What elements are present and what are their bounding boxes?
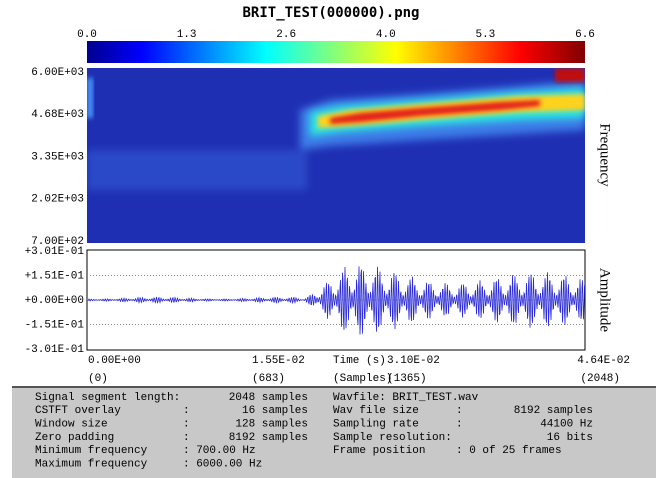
y-tick-label: 2.02E+03 bbox=[31, 194, 84, 206]
x-axis-label: Time (s) bbox=[333, 355, 386, 367]
y-tick-label: -3.01E-01 bbox=[25, 344, 85, 356]
y-tick-label: -1.51E-01 bbox=[25, 319, 85, 331]
info-label: Minimum frequency bbox=[35, 445, 148, 457]
x-tick-label: (2048) bbox=[580, 373, 620, 385]
spectrogram bbox=[87, 68, 585, 243]
colorbar bbox=[87, 41, 585, 63]
info-label: CSTFT overlay bbox=[35, 405, 121, 417]
info-value: : 700.00 Hz bbox=[183, 445, 256, 457]
x-tick-label: (1365) bbox=[387, 373, 427, 385]
y-tick-label: +1.51E-01 bbox=[25, 270, 85, 282]
info-value: 128 samples bbox=[235, 419, 308, 431]
x-tick-label: 4.64E-02 bbox=[577, 355, 630, 367]
info-label: Maximum frequency bbox=[35, 458, 148, 470]
info-separator: : bbox=[183, 419, 190, 431]
info-value: : 0 of 25 frames bbox=[456, 445, 562, 457]
waveform-trace bbox=[87, 266, 585, 335]
colorbar-tick-label: 0.0 bbox=[77, 29, 97, 41]
y-axis-label: Amplitude bbox=[597, 268, 613, 333]
y-tick-label: +3.01E-01 bbox=[25, 246, 85, 258]
x-tick-label: (683) bbox=[252, 373, 285, 385]
info-separator: : bbox=[456, 419, 463, 431]
info-value: 44100 Hz bbox=[540, 419, 593, 431]
colorbar-tick-label: 6.6 bbox=[575, 29, 595, 41]
info-label: Wav file size bbox=[333, 405, 419, 417]
x-axis-label: (Samples) bbox=[333, 373, 392, 385]
info-value: 8192 samples bbox=[229, 432, 308, 444]
y-tick-label: 3.35E+03 bbox=[31, 151, 84, 163]
info-label: Signal segment length: bbox=[35, 392, 180, 404]
info-value: : 6000.00 Hz bbox=[183, 458, 262, 470]
title: BRIT_TEST(000000).png bbox=[242, 5, 419, 21]
x-tick-label: 1.55E-02 bbox=[252, 355, 305, 367]
x-tick-label: 0.00E+00 bbox=[88, 355, 141, 367]
info-value: 16 samples bbox=[242, 405, 308, 417]
info-label: Window size bbox=[35, 419, 108, 431]
info-label: Sample resolution: bbox=[333, 432, 452, 444]
info-separator: : bbox=[183, 432, 190, 444]
info-value: 8192 samples bbox=[514, 405, 593, 417]
info-separator: : bbox=[183, 405, 190, 417]
info-value: 2048 samples bbox=[229, 392, 308, 404]
info-panel bbox=[12, 387, 656, 478]
colorbar-tick-label: 5.3 bbox=[475, 29, 495, 41]
info-separator: : bbox=[456, 405, 463, 417]
y-tick-label: 6.00E+03 bbox=[31, 67, 84, 79]
y-tick-label: +0.00E+00 bbox=[25, 295, 84, 307]
x-tick-label: (0) bbox=[88, 373, 108, 385]
colorbar-tick-label: 2.6 bbox=[276, 29, 296, 41]
y-axis-label: Frequency bbox=[597, 123, 613, 187]
colorbar-tick-label: 1.3 bbox=[177, 29, 197, 41]
y-tick-label: 7.00E+02 bbox=[31, 236, 84, 248]
y-tick-label: 4.68E+03 bbox=[31, 109, 84, 121]
info-label: Zero padding bbox=[35, 432, 114, 444]
info-label: Wavfile: BRIT_TEST.wav bbox=[333, 392, 479, 404]
info-value: 16 bits bbox=[547, 432, 593, 444]
colorbar-tick-label: 4.0 bbox=[376, 29, 396, 41]
info-label: Sampling rate bbox=[333, 419, 419, 431]
waveform bbox=[87, 266, 585, 335]
x-tick-label: 3.10E-02 bbox=[387, 355, 440, 367]
info-label: Frame position bbox=[333, 445, 425, 457]
